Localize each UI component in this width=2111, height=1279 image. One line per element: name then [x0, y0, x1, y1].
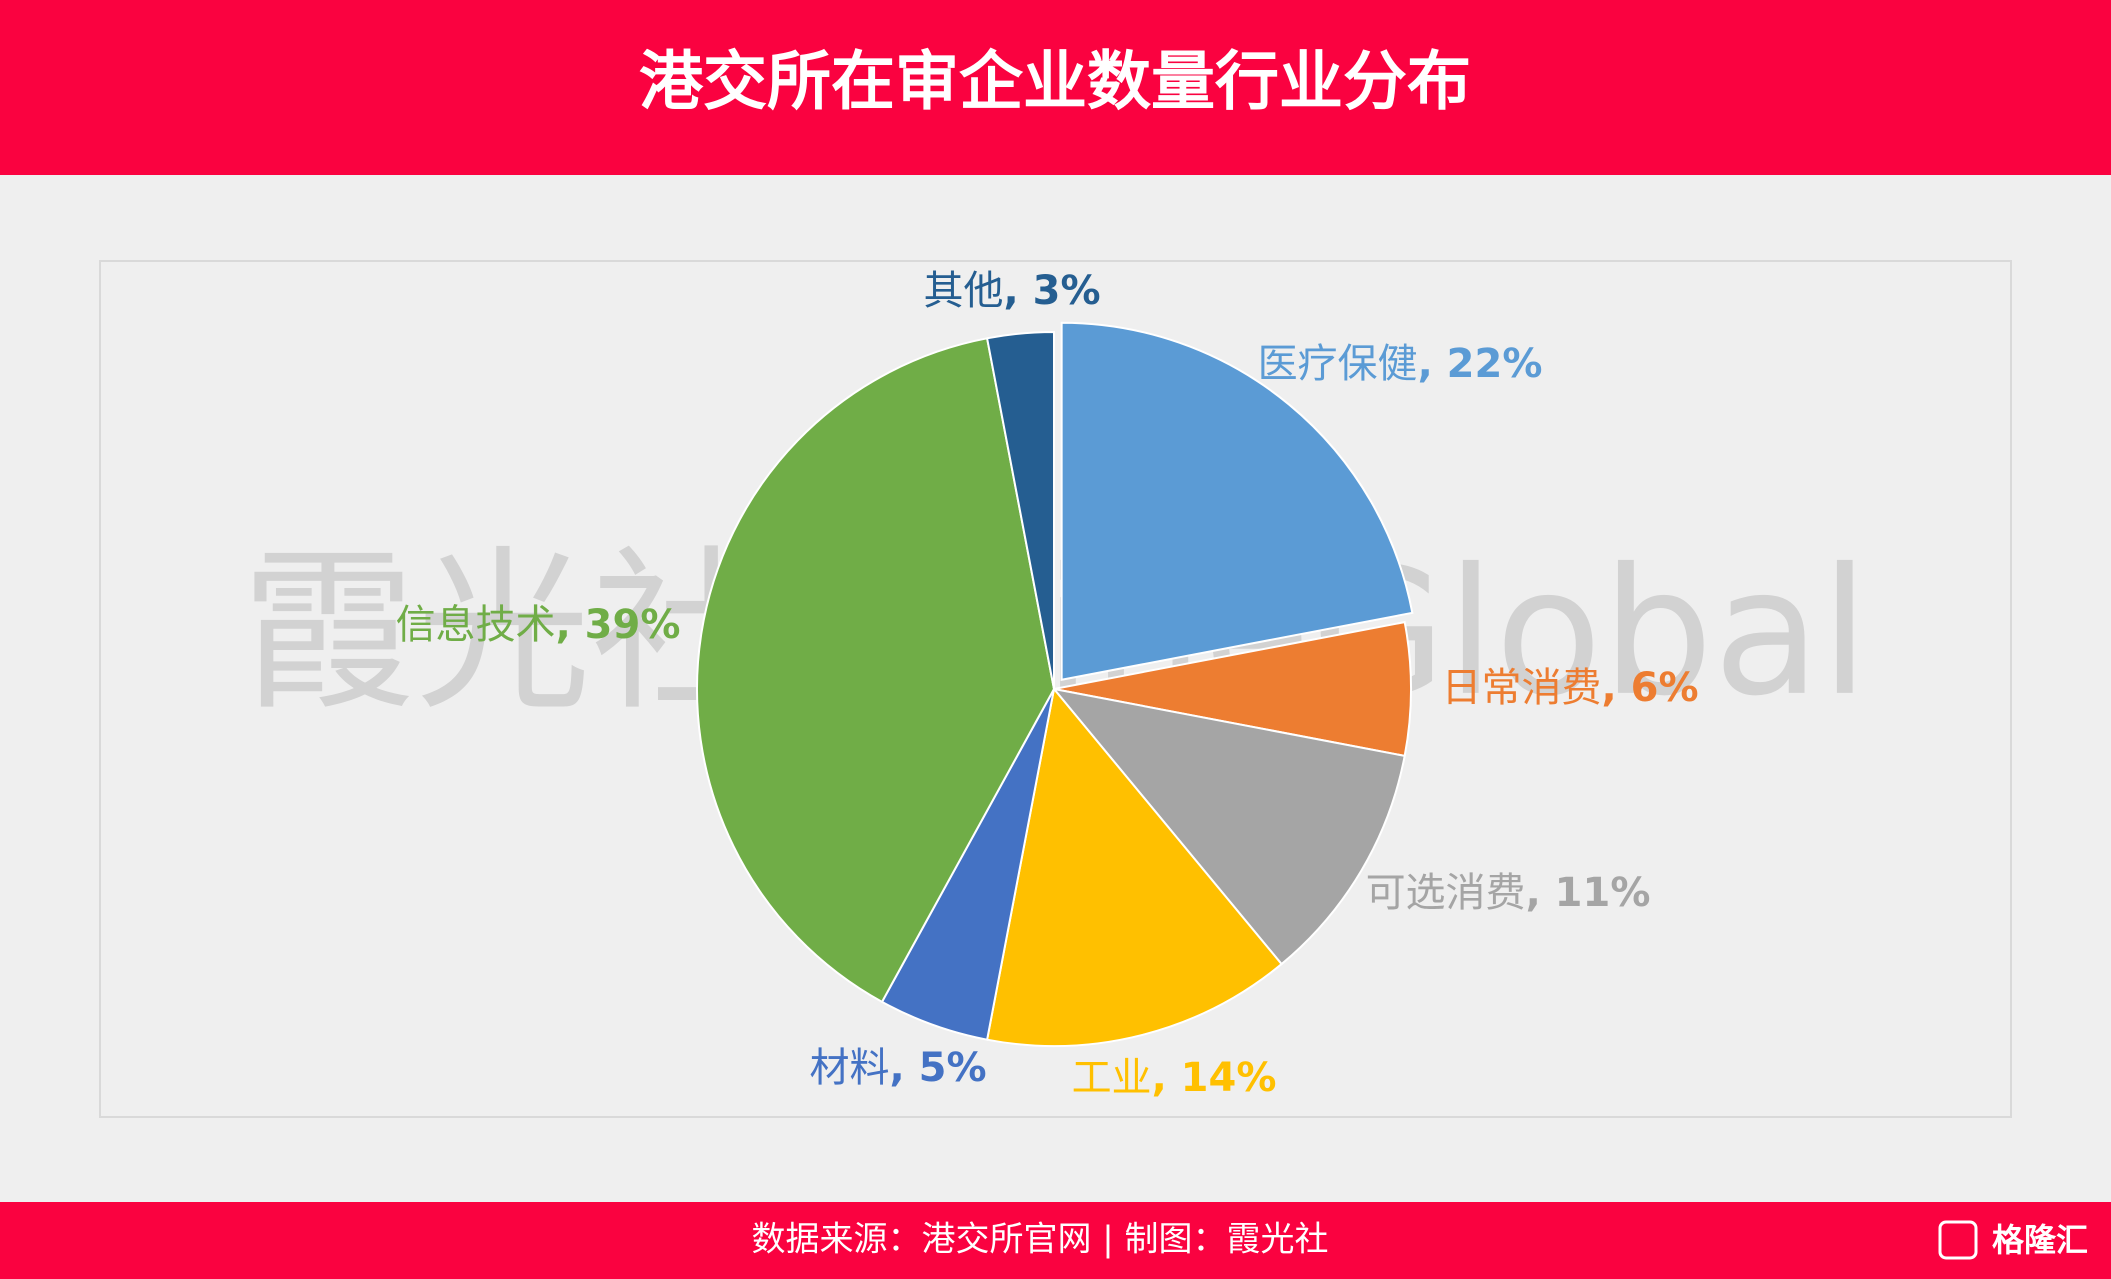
label-value: , 6% — [1601, 665, 1698, 711]
title: 港交所在审企业数量行业分布 — [639, 46, 1471, 120]
data-label: 医疗保健, 22% — [1258, 341, 1543, 387]
label-value: , 5% — [889, 1045, 986, 1091]
label-category: 医疗保健 — [1258, 341, 1418, 387]
data-label: 其他, 3% — [923, 268, 1100, 314]
logo-icon — [1938, 1220, 1978, 1260]
label-value: , 22% — [1418, 341, 1543, 387]
label-category: 信息技术 — [396, 602, 556, 648]
footer-band — [0, 1202, 2111, 1279]
logo: 格隆汇 — [1992, 1221, 2088, 1259]
footer: 数据来源：港交所官网 | 制图：霞光社 — [751, 1220, 1328, 1260]
label-value: , 3% — [1003, 268, 1100, 314]
pie-slice — [1051, 687, 1406, 966]
data-label: 信息技术, 39% — [396, 602, 681, 648]
pie-slice — [985, 686, 1283, 1047]
data-label: 材料, 5% — [809, 1045, 986, 1091]
label-category: 可选消费 — [1366, 870, 1526, 916]
pie-slice — [696, 337, 1056, 1004]
data-label: 工业, 14% — [1072, 1055, 1277, 1101]
label-value: , 11% — [1526, 870, 1651, 916]
pie-slice — [985, 330, 1055, 690]
data-label: 日常消费, 6% — [1441, 665, 1698, 711]
pie-slice — [1060, 321, 1414, 681]
pie: 医疗保健, 22% 日常消费, 6% 可选消费, 11% 工业, 14% 材料, 5% 信… — [396, 268, 1699, 1101]
header-band — [0, 0, 2111, 175]
label-value: , 14% — [1152, 1055, 1277, 1101]
pie-slice — [1053, 620, 1412, 758]
data-label: 可选消费, 11% — [1366, 870, 1651, 916]
label-category: 其他 — [923, 268, 1003, 314]
label-category: 日常消费 — [1441, 665, 1601, 711]
label-value: , 39% — [556, 602, 681, 648]
label-category: 工业 — [1072, 1055, 1152, 1101]
label-category: 材料 — [809, 1045, 889, 1091]
